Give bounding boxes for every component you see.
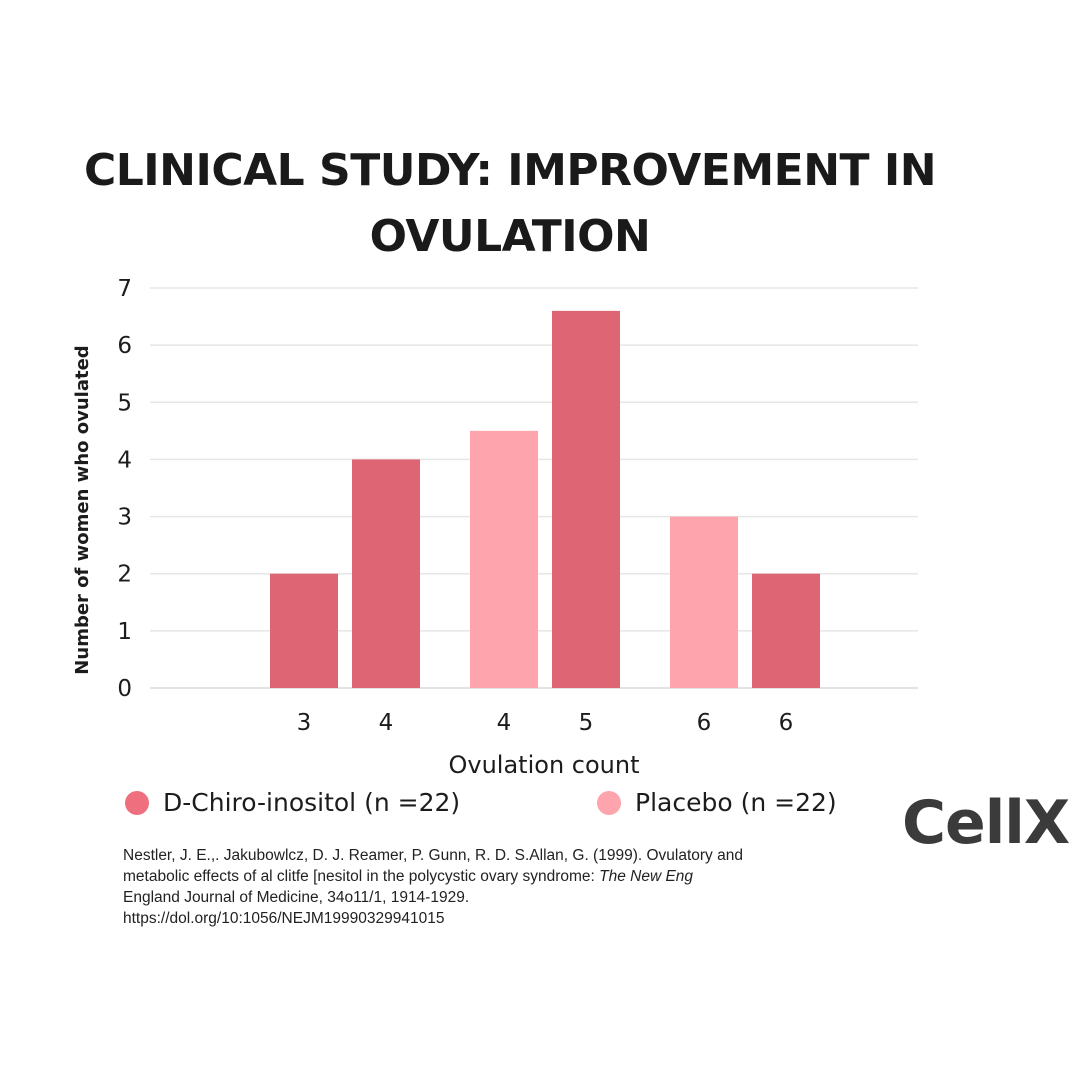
- y-tick-label: 2: [117, 562, 132, 588]
- brand-logo: CellX: [902, 788, 1070, 858]
- bar: [752, 573, 820, 688]
- bar: [270, 573, 338, 688]
- y-tick-label: 5: [117, 390, 132, 416]
- y-tick-label: 7: [117, 276, 132, 302]
- legend-item-placebo: Placebo (n =22): [597, 788, 837, 817]
- legend-item-d-chiro-inositol: D-Chiro-inositol (n =22): [125, 788, 460, 817]
- x-axis-title: Ovulation count: [449, 751, 640, 779]
- x-tick-label: 4: [379, 710, 394, 736]
- x-tick-label: 4: [497, 710, 512, 736]
- bar: [552, 310, 620, 688]
- citation-journal-italic: The New Eng: [599, 868, 694, 885]
- y-tick-label: 3: [117, 505, 132, 531]
- legend-dot-icon: [125, 790, 149, 815]
- bar: [352, 459, 420, 688]
- y-tick-label: 6: [117, 333, 132, 359]
- x-tick-label: 6: [779, 710, 794, 736]
- legend: D-Chiro-inositol (n =22) Placebo (n =22): [125, 788, 845, 828]
- citation-line-2-text: metabolic effects of al clitfe [nesitol …: [123, 868, 600, 885]
- x-tick-label: 6: [697, 710, 712, 736]
- citation-line-3: England Journal of Medicine, 34o11/1, 19…: [123, 889, 470, 906]
- title-line-2: OVULATION: [369, 211, 651, 262]
- bar: [470, 430, 538, 688]
- x-tick-label: 3: [297, 710, 312, 736]
- bar: [670, 516, 738, 688]
- y-tick-label: 1: [117, 619, 132, 645]
- x-tick-label: 5: [579, 710, 594, 736]
- citation: Nestler, J. E.,. Jakubowlcz, D. J. Reame…: [123, 845, 823, 929]
- citation-line-1: Nestler, J. E.,. Jakubowlcz, D. J. Reame…: [123, 847, 743, 864]
- legend-label: Placebo (n =22): [635, 788, 837, 817]
- chart-title: CLINICAL STUDY: IMPROVEMENT IN OVULATION: [60, 138, 960, 270]
- citation-line-2: metabolic effects of al clitfe [nesitol …: [123, 866, 823, 887]
- citation-line-4: https://dol.org/10:1056/NEJM199903299410…: [123, 910, 445, 927]
- y-tick-label: 4: [117, 447, 132, 473]
- y-axis-title: Number of women who ovulated: [72, 345, 93, 674]
- legend-dot-icon: [597, 790, 621, 815]
- bars: [270, 310, 820, 688]
- y-tick-label: 0: [117, 676, 132, 702]
- legend-label: D-Chiro-inositol (n =22): [163, 788, 461, 817]
- x-tick-labels: 3 4 4 5 6 6: [297, 710, 794, 736]
- title-line-1: CLINICAL STUDY: IMPROVEMENT IN: [83, 145, 937, 196]
- y-tick-labels: 0 1 2 3 4 5 6 7: [117, 276, 132, 702]
